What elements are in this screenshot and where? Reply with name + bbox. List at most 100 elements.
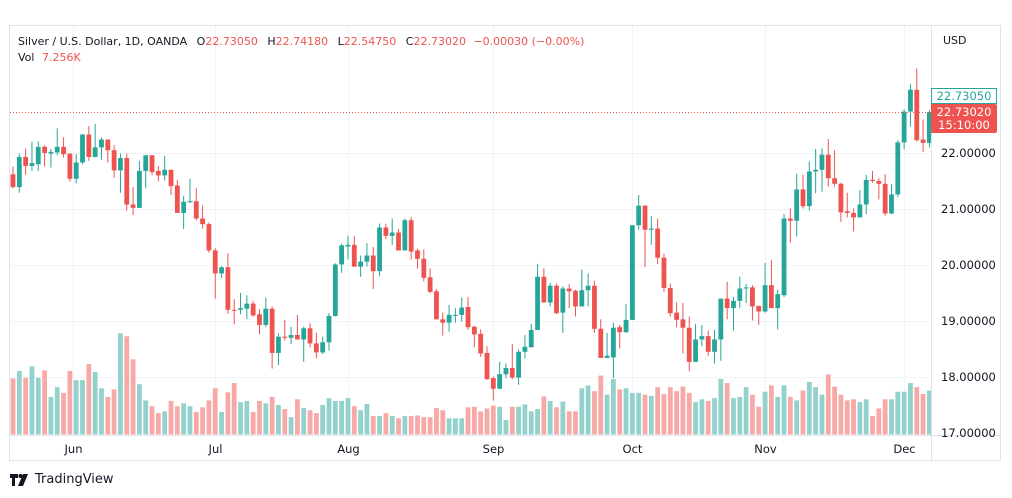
- candle-body[interactable]: [781, 218, 787, 296]
- candle-body[interactable]: [276, 336, 281, 353]
- candle-body[interactable]: [611, 327, 616, 358]
- candle-body[interactable]: [402, 220, 408, 251]
- candle-body[interactable]: [901, 111, 907, 143]
- candle-body[interactable]: [598, 328, 604, 358]
- candle-body[interactable]: [882, 183, 888, 214]
- candle-body[interactable]: [168, 169, 174, 187]
- candle-body[interactable]: [851, 212, 856, 218]
- candle-body[interactable]: [889, 194, 894, 214]
- candle-body[interactable]: [244, 303, 250, 309]
- candle-body[interactable]: [819, 154, 825, 170]
- candle-body[interactable]: [42, 146, 47, 153]
- candle-body[interactable]: [566, 288, 572, 292]
- candle-body[interactable]: [307, 328, 313, 344]
- candle-body[interactable]: [623, 319, 629, 333]
- candle-body[interactable]: [295, 335, 300, 340]
- candle-body[interactable]: [547, 285, 553, 303]
- candle-body[interactable]: [516, 351, 521, 378]
- candle-body[interactable]: [667, 287, 673, 314]
- candle-body[interactable]: [434, 291, 439, 320]
- candle-body[interactable]: [257, 314, 262, 325]
- candle-body[interactable]: [592, 285, 597, 329]
- candle-body[interactable]: [718, 298, 724, 340]
- candle-body[interactable]: [118, 158, 123, 171]
- candle-body[interactable]: [193, 201, 199, 219]
- candle-body[interactable]: [642, 205, 648, 230]
- candle-body[interactable]: [629, 225, 635, 320]
- candle-body[interactable]: [282, 336, 288, 338]
- candle-body[interactable]: [560, 288, 566, 313]
- candle-body[interactable]: [200, 218, 205, 225]
- candle-body[interactable]: [693, 339, 698, 362]
- candle-body[interactable]: [174, 185, 180, 213]
- candle-body[interactable]: [648, 228, 654, 230]
- candle-body[interactable]: [181, 201, 187, 213]
- candle-body[interactable]: [541, 276, 547, 303]
- candle-body[interactable]: [250, 303, 256, 316]
- candle-body[interactable]: [857, 204, 863, 218]
- candle-body[interactable]: [699, 336, 705, 340]
- candle-body[interactable]: [80, 134, 85, 163]
- candle-body[interactable]: [895, 142, 901, 195]
- candle-body[interactable]: [870, 179, 875, 181]
- candle-body[interactable]: [332, 264, 338, 316]
- candle-body[interactable]: [415, 250, 420, 259]
- candle-body[interactable]: [124, 158, 130, 205]
- candle-body[interactable]: [313, 343, 319, 353]
- candle-body[interactable]: [756, 305, 762, 312]
- candle-body[interactable]: [478, 333, 484, 354]
- candle-body[interactable]: [130, 204, 136, 208]
- candle-body[interactable]: [636, 205, 642, 226]
- candle-body[interactable]: [408, 220, 414, 252]
- candle-body[interactable]: [370, 255, 376, 272]
- candle-body[interactable]: [453, 314, 458, 316]
- tradingview-logo[interactable]: TradingView: [10, 472, 114, 487]
- candle-body[interactable]: [712, 339, 717, 352]
- candle-body[interactable]: [427, 277, 433, 292]
- candle-body[interactable]: [655, 228, 661, 258]
- candle-body[interactable]: [149, 155, 155, 173]
- candle-body[interactable]: [661, 257, 667, 288]
- candle-body[interactable]: [731, 300, 736, 309]
- candle-body[interactable]: [825, 154, 831, 179]
- candle-body[interactable]: [522, 346, 528, 352]
- candle-body[interactable]: [155, 170, 161, 176]
- candle-body[interactable]: [535, 276, 540, 330]
- candle-body[interactable]: [206, 224, 212, 251]
- candle-body[interactable]: [364, 255, 370, 262]
- candle-body[interactable]: [813, 169, 819, 172]
- candle-body[interactable]: [111, 150, 117, 171]
- candle-body[interactable]: [927, 112, 932, 143]
- candle-body[interactable]: [187, 201, 193, 203]
- volume-label[interactable]: Vol: [18, 51, 35, 64]
- candle-body[interactable]: [92, 147, 98, 157]
- candle-body[interactable]: [674, 312, 679, 320]
- candle-body[interactable]: [162, 169, 168, 176]
- candle-body[interactable]: [73, 162, 79, 179]
- candle-body[interactable]: [269, 308, 275, 353]
- candle-body[interactable]: [288, 335, 294, 338]
- candle-body[interactable]: [686, 327, 692, 362]
- candle-body[interactable]: [389, 232, 395, 236]
- candle-body[interactable]: [54, 146, 60, 153]
- candle-body[interactable]: [263, 308, 269, 325]
- candle-body[interactable]: [838, 183, 844, 213]
- candle-body[interactable]: [908, 89, 913, 112]
- candle-body[interactable]: [137, 170, 142, 208]
- candle-body[interactable]: [345, 244, 351, 247]
- candle-body[interactable]: [320, 342, 326, 353]
- candle-body[interactable]: [61, 146, 66, 155]
- candle-body[interactable]: [446, 314, 452, 323]
- candle-body[interactable]: [554, 285, 559, 314]
- candle-body[interactable]: [358, 261, 363, 267]
- candle-body[interactable]: [806, 171, 812, 207]
- candle-body[interactable]: [326, 315, 332, 343]
- candle-body[interactable]: [509, 368, 515, 378]
- candle-body[interactable]: [421, 258, 427, 278]
- candle-body[interactable]: [377, 227, 382, 272]
- candle-body[interactable]: [231, 309, 237, 311]
- candle-body[interactable]: [396, 232, 401, 251]
- candle-body[interactable]: [794, 189, 800, 221]
- candle-body[interactable]: [743, 287, 749, 289]
- candle-body[interactable]: [10, 174, 16, 188]
